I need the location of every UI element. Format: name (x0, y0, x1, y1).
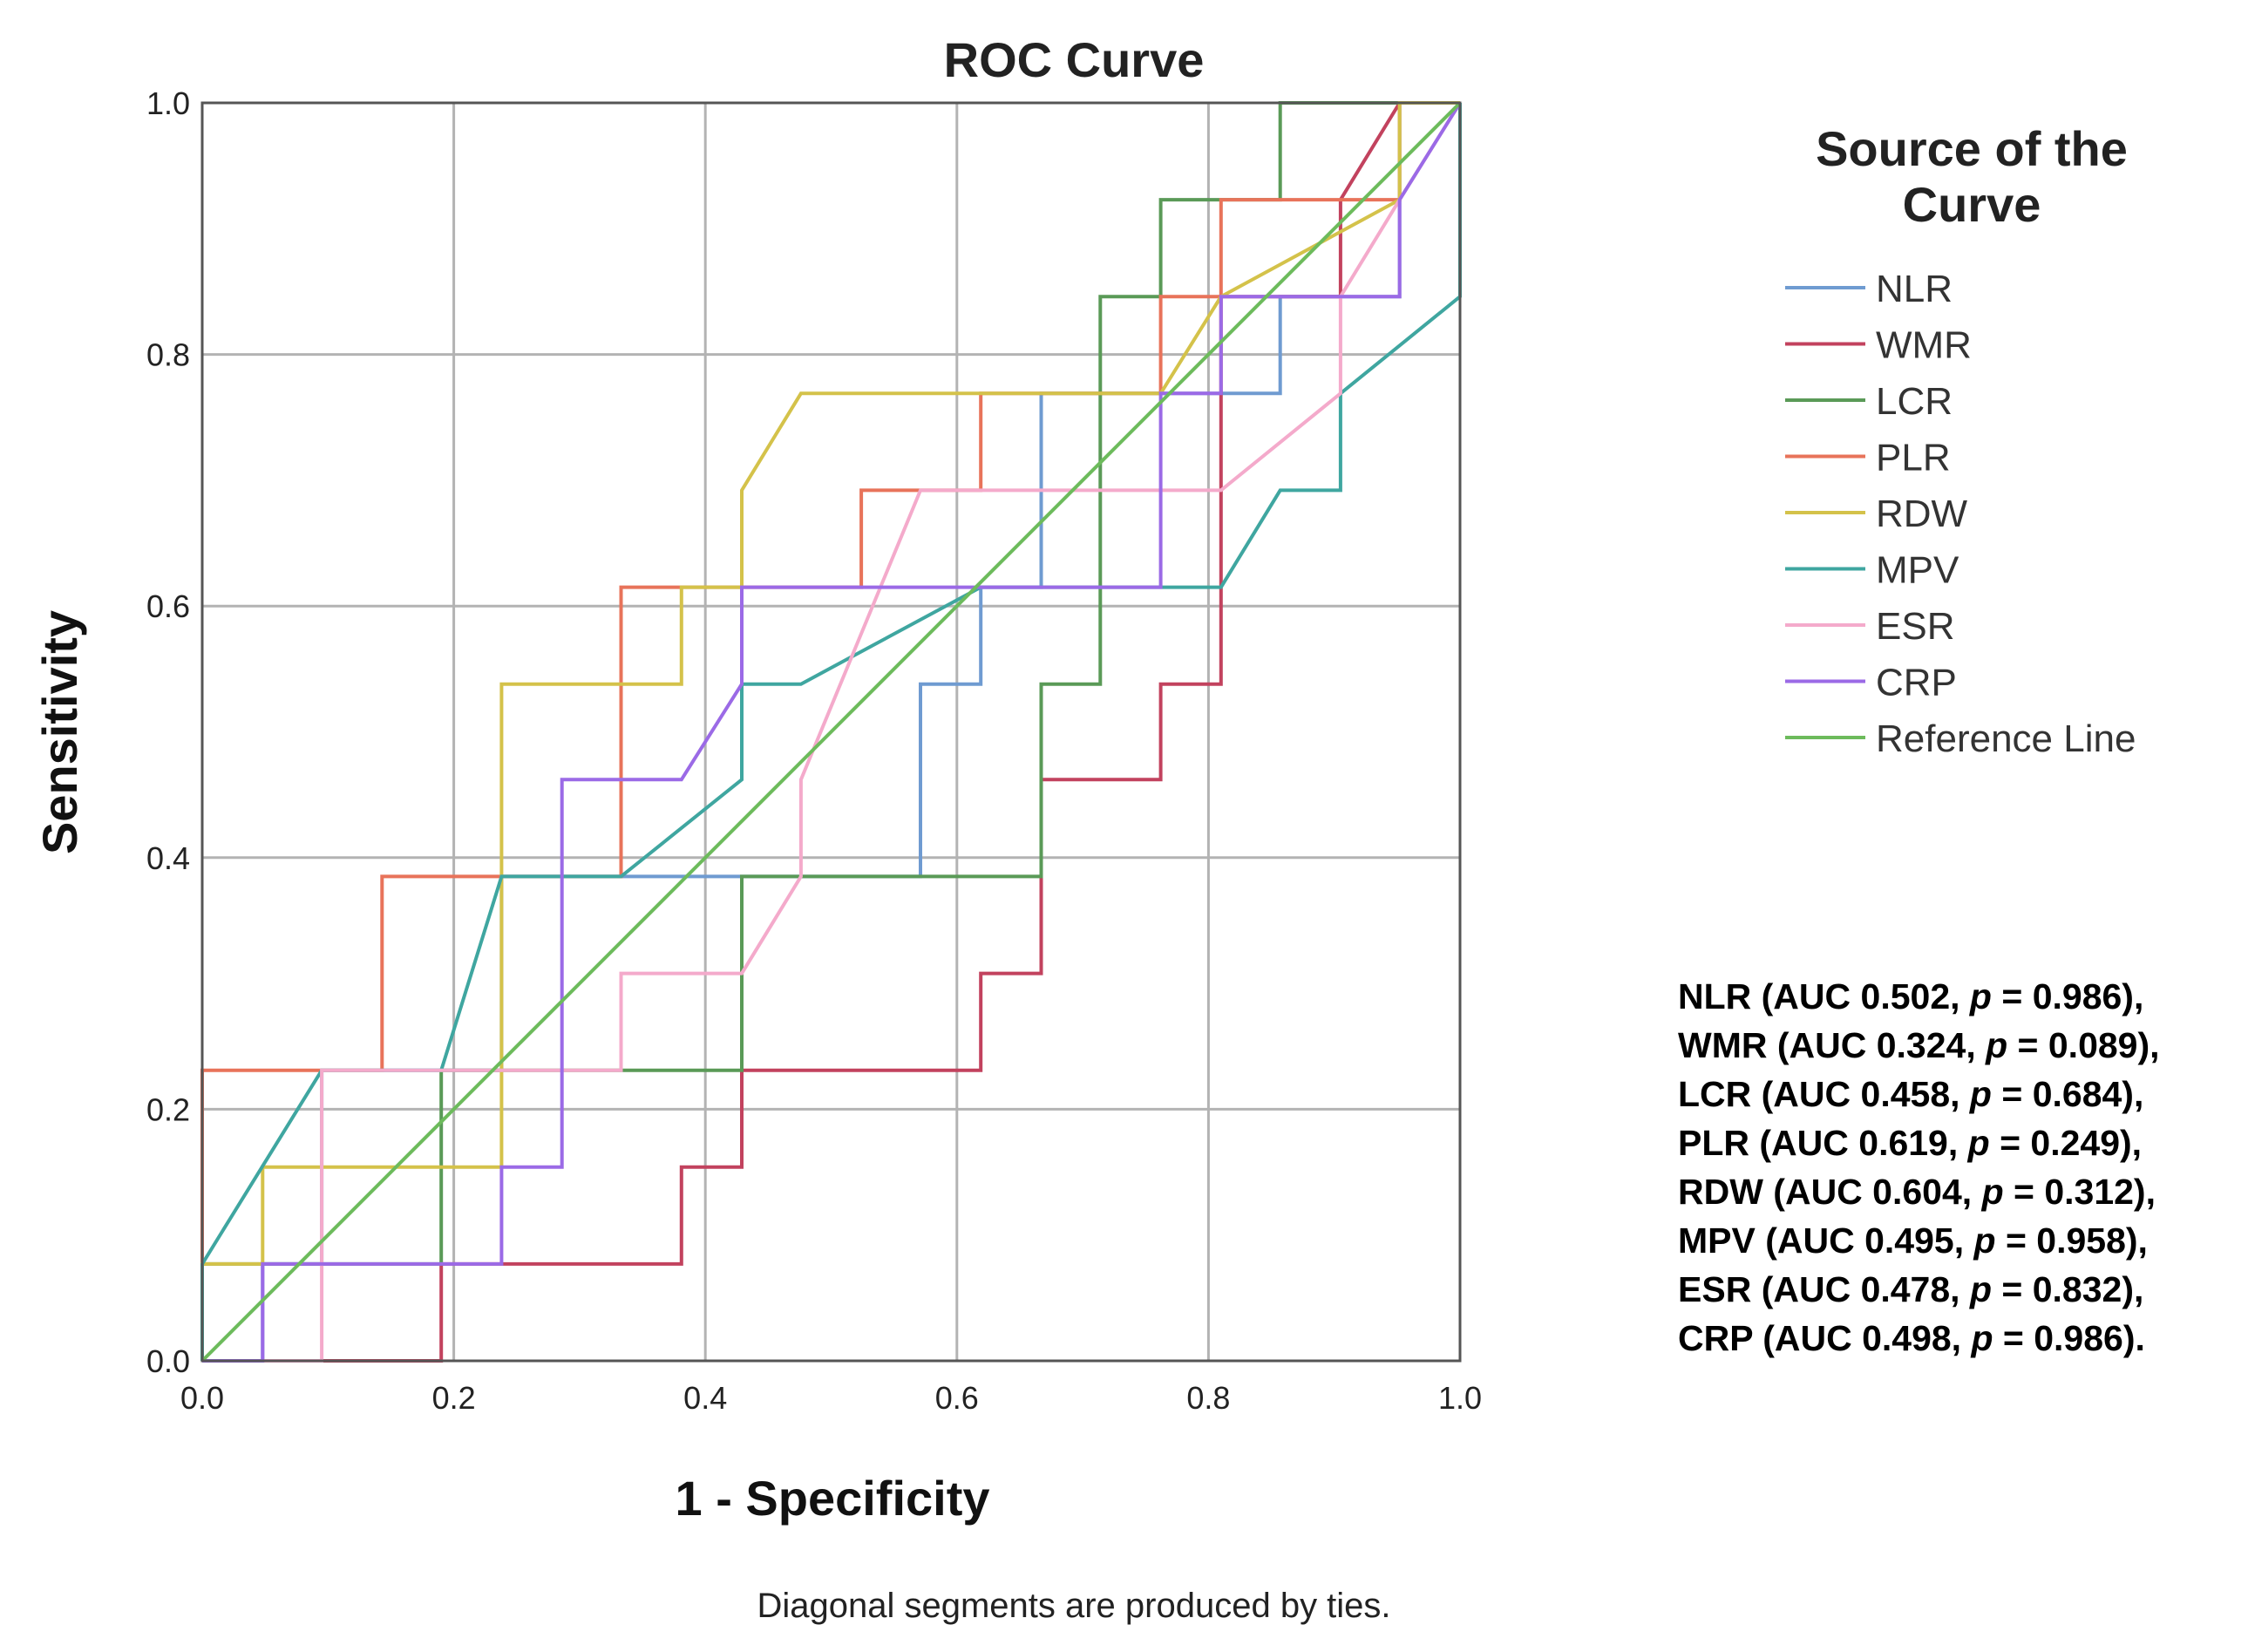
y-tick-label: 0.4 (146, 840, 190, 876)
y-tick-label: 1.0 (146, 85, 190, 121)
series-layer (200, 101, 1462, 1363)
auc-text: PLR (AUC 0.619, (1678, 1123, 1968, 1163)
auc-line: WMR (AUC 0.324, p = 0.089), (1678, 1021, 2236, 1070)
x-tick-label: 0.6 (935, 1380, 979, 1416)
auc-text: NLR (AUC 0.502, (1678, 976, 1970, 1016)
legend-items: NLR WMR LCR PLR RDW MPV ESR CRP Reference Line (1785, 268, 2136, 760)
legend-label-reference-line: Reference Line (1876, 717, 2136, 760)
auc-p-symbol: p (1986, 1025, 2008, 1065)
x-tick-label: 0.2 (432, 1380, 476, 1416)
auc-line: MPV (AUC 0.495, p = 0.958), (1678, 1216, 2236, 1265)
auc-text: ESR (AUC 0.478, (1678, 1269, 1970, 1309)
auc-p-value: = 0.958), (1995, 1220, 2148, 1261)
auc-line: NLR (AUC 0.502, p = 0.986), (1678, 972, 2236, 1021)
auc-line: RDW (AUC 0.604, p = 0.312), (1678, 1167, 2236, 1216)
legend-label-wmr: WMR (1876, 324, 1972, 367)
legend-title-line-1: Source of the (1816, 121, 2128, 176)
series-line-crp (202, 101, 1462, 1363)
series-line-rdw (200, 101, 1460, 1361)
footnote: Diagonal segments are produced by ties. (757, 1587, 1390, 1625)
y-tick-labels: 0.0 0.2 0.4 0.6 0.8 1.0 (146, 85, 190, 1379)
auc-text: LCR (AUC 0.458, (1678, 1074, 1970, 1114)
auc-p-value: = 0.832), (1992, 1269, 2144, 1309)
legend-label-crp: CRP (1876, 662, 1957, 704)
auc-text: RDW (AUC 0.604, (1678, 1172, 1982, 1212)
auc-p-symbol: p (1969, 1269, 1992, 1309)
legend-label-nlr: NLR (1876, 268, 1953, 310)
gridlines (202, 103, 1460, 1361)
auc-p-symbol: p (1981, 1172, 2004, 1212)
auc-p-symbol: p (1967, 1123, 1990, 1163)
auc-line: LCR (AUC 0.458, p = 0.684), (1678, 1070, 2236, 1118)
x-tick-label: 0.0 (180, 1380, 224, 1416)
auc-p-symbol: p (1973, 1220, 1996, 1261)
auc-p-symbol: p (1969, 1074, 1992, 1114)
auc-text: MPV (AUC 0.495, (1678, 1220, 1974, 1261)
y-tick-label: 0.8 (146, 337, 190, 373)
legend-title-line-2: Curve (1903, 177, 2041, 232)
legend-label-rdw: RDW (1876, 493, 1968, 535)
auc-summary: NLR (AUC 0.502, p = 0.986), WMR (AUC 0.32… (1678, 972, 2236, 1363)
x-tick-label: 0.8 (1186, 1380, 1230, 1416)
y-tick-label: 0.6 (146, 588, 190, 624)
plot-frame (200, 101, 1462, 1363)
auc-line: CRP (AUC 0.498, p = 0.986). (1678, 1314, 2236, 1363)
x-axis-title: 1 - Specificity (675, 1471, 989, 1526)
auc-text: CRP (AUC 0.498, (1678, 1318, 1972, 1358)
y-axis-title: Sensitivity (32, 610, 87, 854)
series-line-reference-line (200, 101, 1462, 1363)
auc-p-symbol: p (1971, 1318, 1993, 1358)
auc-line: ESR (AUC 0.478, p = 0.832), (1678, 1265, 2236, 1314)
auc-p-value: = 0.986). (1993, 1318, 2145, 1358)
legend-label-mpv: MPV (1876, 549, 1959, 592)
x-tick-labels: 0.0 0.2 0.4 0.6 0.8 1.0 (180, 1380, 1482, 1416)
x-tick-label: 0.4 (683, 1380, 727, 1416)
legend-label-plr: PLR (1876, 437, 1951, 479)
auc-p-value: = 0.312), (2003, 1172, 2156, 1212)
chart-title: ROC Curve (944, 32, 1205, 87)
x-tick-label: 1.0 (1438, 1380, 1482, 1416)
y-tick-label: 0.2 (146, 1091, 190, 1127)
y-tick-label: 0.0 (146, 1343, 190, 1379)
series-line-esr (202, 101, 1462, 1363)
auc-text: WMR (AUC 0.324, (1678, 1025, 1987, 1065)
legend: Source of the Curve NLR WMR LCR PLR RDW MPV ES… (1785, 121, 2136, 760)
legend-label-esr: ESR (1876, 605, 1954, 648)
legend-label-lcr: LCR (1876, 380, 1953, 423)
auc-p-value: = 0.089), (2007, 1025, 2160, 1065)
auc-p-value: = 0.249), (1989, 1123, 2143, 1163)
auc-p-value: = 0.684), (1991, 1074, 2144, 1114)
auc-p-symbol: p (1969, 976, 1992, 1016)
auc-line: PLR (AUC 0.619, p = 0.249), (1678, 1118, 2236, 1167)
auc-p-value: = 0.986), (1991, 976, 2144, 1016)
